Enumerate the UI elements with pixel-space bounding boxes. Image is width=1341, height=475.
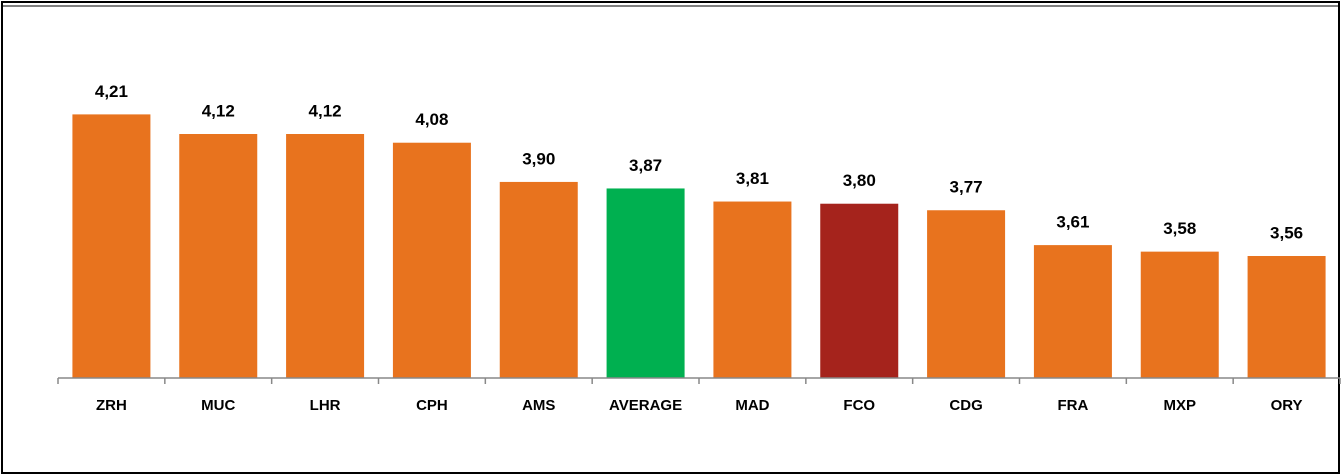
x-tick-label: AMS xyxy=(522,397,555,414)
x-tick-label: ORY xyxy=(1271,397,1303,414)
bar xyxy=(927,210,1006,378)
bar xyxy=(606,188,685,378)
x-tick-label: FCO xyxy=(843,397,875,414)
value-label: 3,80 xyxy=(843,171,876,190)
x-tick-label: LHR xyxy=(310,397,341,414)
x-tick-label: MUC xyxy=(201,397,235,414)
bar xyxy=(713,201,792,378)
value-label: 3,58 xyxy=(1163,219,1196,238)
bar xyxy=(1033,245,1112,378)
x-tick-label: AVERAGE xyxy=(609,397,682,414)
value-label: 3,90 xyxy=(522,149,555,168)
bar xyxy=(72,114,151,379)
bar xyxy=(1140,251,1219,378)
bar xyxy=(820,203,899,378)
x-tick-label: MAD xyxy=(735,397,769,414)
x-tick-label: CDG xyxy=(949,397,982,414)
value-label: 4,21 xyxy=(95,82,128,101)
value-label: 3,87 xyxy=(629,156,662,175)
bar xyxy=(286,134,365,378)
x-tick-label: FRA xyxy=(1058,397,1089,414)
value-label: 4,12 xyxy=(202,101,235,120)
value-label: 4,08 xyxy=(415,110,448,129)
bar xyxy=(392,142,471,378)
x-tick-label: ZRH xyxy=(96,397,127,414)
value-label: 3,81 xyxy=(736,169,769,188)
x-tick-label: CPH xyxy=(416,397,448,414)
value-label: 3,56 xyxy=(1270,223,1303,242)
bar xyxy=(179,134,258,378)
bar xyxy=(1247,256,1326,378)
value-label: 3,61 xyxy=(1056,213,1089,232)
value-label: 3,77 xyxy=(950,178,983,197)
value-label: 4,12 xyxy=(309,101,342,120)
bar xyxy=(499,181,578,378)
x-tick-label: MXP xyxy=(1163,397,1196,414)
